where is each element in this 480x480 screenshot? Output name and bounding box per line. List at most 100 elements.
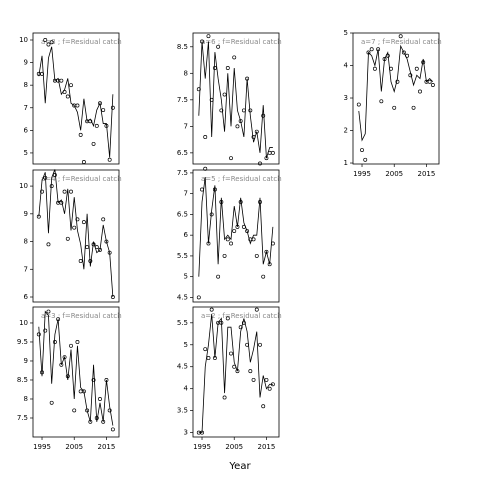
fit-line: [198, 41, 273, 159]
point: [222, 92, 227, 97]
panel-label: a=6 ; f=Residual catch: [201, 38, 282, 46]
point: [238, 325, 243, 330]
point: [241, 320, 246, 325]
y-tick-label: 4.5: [177, 293, 188, 301]
point: [196, 295, 201, 300]
point: [36, 332, 41, 337]
y-tick-label: 4: [184, 385, 189, 393]
y-tick-label: 9: [24, 59, 28, 67]
y-tick-label: 5.5: [177, 319, 188, 327]
y-tick-label: 1: [344, 159, 348, 167]
point: [75, 340, 80, 344]
y-tick-label: 7: [24, 265, 28, 273]
point: [261, 274, 266, 279]
point: [258, 161, 262, 166]
point: [267, 386, 272, 391]
panel-frame: [192, 306, 280, 438]
y-tick-label: 8: [24, 238, 28, 246]
panel-frame: [192, 169, 280, 303]
point: [203, 166, 208, 171]
point: [219, 108, 224, 113]
point: [75, 103, 80, 108]
x-tick-label: 1995: [353, 170, 371, 178]
point: [101, 108, 106, 112]
panel-label: a=8 ; f=Residual catch: [41, 38, 122, 46]
point: [212, 66, 217, 70]
point: [49, 400, 54, 405]
point: [258, 342, 262, 347]
y-tick-label: 3: [344, 94, 348, 102]
point: [91, 141, 96, 146]
point: [78, 389, 83, 394]
fit-line: [198, 177, 274, 277]
y-tick-label: 8: [24, 81, 28, 89]
y-tick-label: 7.5: [177, 169, 188, 177]
point: [91, 378, 96, 382]
point: [379, 99, 384, 104]
panel-frame: [352, 32, 440, 165]
point: [216, 274, 221, 279]
point: [369, 47, 374, 52]
point: [69, 83, 73, 88]
point: [206, 34, 211, 39]
point: [43, 38, 48, 42]
point: [229, 351, 233, 356]
y-tick-label: 7.5: [17, 414, 28, 422]
point: [43, 328, 48, 333]
panel-frame: [32, 32, 120, 165]
point: [40, 189, 44, 194]
point: [52, 340, 57, 344]
point: [235, 124, 240, 129]
point: [72, 408, 77, 413]
point: [49, 40, 54, 45]
y-tick-label: 5.5: [177, 252, 188, 260]
y-tick-label: 5: [184, 341, 188, 349]
point: [254, 307, 259, 312]
point: [418, 89, 422, 94]
point: [225, 66, 230, 70]
point: [222, 395, 227, 400]
y-tick-label: 9: [24, 210, 28, 218]
y-tick-label: 8.5: [17, 376, 28, 384]
point: [98, 397, 102, 401]
point: [203, 347, 208, 352]
point: [411, 105, 416, 110]
point: [107, 157, 112, 162]
x-tick-label: 2005: [225, 443, 243, 451]
point: [62, 189, 67, 194]
y-tick-label: 9: [24, 357, 28, 365]
point: [430, 83, 435, 87]
fit-line: [38, 46, 114, 158]
point: [65, 236, 70, 241]
y-tick-label: 8.5: [177, 43, 188, 51]
y-tick-label: 10: [19, 182, 28, 190]
point: [248, 369, 253, 374]
y-tick-label: 6.5: [177, 149, 188, 157]
point: [360, 148, 364, 152]
point: [69, 189, 73, 194]
point: [110, 105, 115, 110]
point: [392, 105, 397, 110]
point: [81, 160, 86, 164]
point: [46, 242, 51, 247]
y-tick-label: 7: [24, 104, 28, 112]
fit-line: [198, 313, 273, 434]
y-tick-label: 4.5: [177, 363, 188, 371]
y-tick-label: 2: [344, 127, 348, 135]
point: [363, 157, 368, 162]
x-tick-label: 2015: [98, 443, 116, 451]
point: [232, 229, 237, 233]
point: [261, 113, 266, 118]
point: [203, 135, 208, 139]
y-tick-label: 6.5: [177, 210, 188, 218]
panel-label: a=2 ; f=Residual catch: [201, 312, 282, 320]
x-tick-label: 2005: [65, 443, 83, 451]
point: [65, 94, 70, 99]
y-tick-label: 3.5: [177, 407, 188, 415]
point: [69, 343, 73, 348]
point: [78, 259, 83, 263]
point: [398, 34, 403, 39]
point: [216, 44, 221, 49]
point: [254, 253, 259, 258]
point: [46, 309, 51, 314]
